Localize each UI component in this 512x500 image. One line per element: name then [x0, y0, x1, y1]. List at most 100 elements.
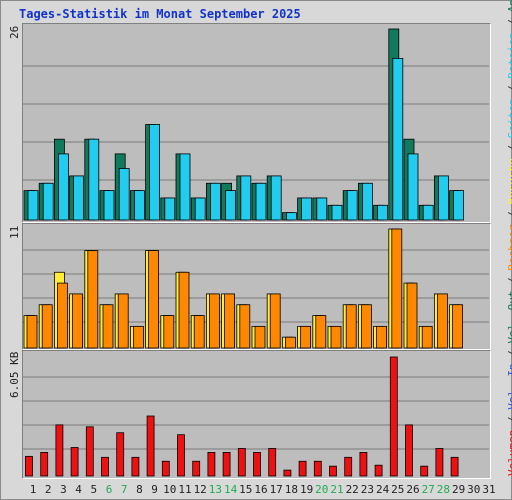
- chart-title: Tages-Statistik im Monat September 2025: [19, 7, 301, 21]
- x-tick-label-14: 14: [224, 483, 238, 496]
- dateien-bar-day-15: [240, 175, 252, 221]
- x-tick-label-4: 4: [75, 483, 82, 496]
- dateien-bar-day-10: [164, 197, 176, 221]
- dateien-bar-day-17: [270, 175, 282, 221]
- volumen-bar-day-10: [161, 460, 170, 477]
- legend-seiten: Seiten: [506, 98, 512, 139]
- legend-vol-in: Vol. In: [506, 363, 512, 410]
- volumen-bar-day-24: [374, 464, 383, 477]
- x-tick-label-30: 30: [467, 483, 480, 496]
- dateien-bar-day-13: [209, 182, 221, 221]
- x-tick-label-18: 18: [285, 483, 298, 496]
- dateien-bar-day-12: [194, 197, 206, 221]
- x-tick-label-16: 16: [254, 483, 267, 496]
- rechner-bar-day-19: [300, 325, 312, 349]
- x-tick-label-23: 23: [361, 483, 374, 496]
- x-tick-label-22: 22: [346, 483, 359, 496]
- x-tick-label-28: 28: [437, 483, 450, 496]
- volumen-bar-day-3: [55, 424, 64, 477]
- dateien-bar-day-23: [361, 182, 373, 221]
- dateien-bar-day-2: [42, 182, 54, 221]
- dateien-bar-day-19: [301, 197, 313, 221]
- volumen-bar-day-14: [222, 451, 231, 477]
- x-tick-label-24: 24: [376, 483, 390, 496]
- rechner-bar-day-2: [41, 304, 53, 349]
- volumen-bar-day-6: [101, 456, 109, 477]
- x-tick-label-12: 12: [194, 483, 207, 496]
- rechner-bar-day-25: [391, 228, 403, 349]
- dateien-bar-day-3: [58, 153, 69, 221]
- volumen-bar-day-9: [146, 415, 155, 477]
- rechner-bar-day-4: [72, 293, 83, 349]
- x-tick-label-15: 15: [239, 483, 252, 496]
- volumen-bar-day-20: [313, 460, 322, 477]
- rechner-bar-day-6: [102, 304, 114, 349]
- dateien-bar-day-20: [316, 197, 328, 221]
- x-tick-label-29: 29: [452, 483, 465, 496]
- volumen-bar-day-15: [237, 448, 246, 477]
- x-tick-label-11: 11: [178, 483, 191, 496]
- dateien-bar-day-24: [377, 204, 389, 221]
- volumen-bar-day-7: [116, 432, 125, 477]
- rechner-bar-day-28: [436, 293, 448, 349]
- volumen-bar-day-27: [420, 465, 429, 477]
- dateien-bar-day-4: [73, 175, 84, 221]
- legend-vol-out: Vol. Out: [506, 290, 512, 344]
- rechner-bar-day-26: [406, 282, 418, 349]
- rechner-bar-day-10: [163, 315, 175, 349]
- legend-dateien: Dateien: [506, 32, 512, 79]
- volumen-bar-day-18: [283, 469, 292, 477]
- rechner-bar-day-21: [330, 325, 342, 349]
- x-tick-label-7: 7: [121, 483, 128, 496]
- rechner-bar-day-5: [87, 250, 99, 349]
- rechner-bar-day-16: [254, 325, 266, 349]
- volumen-bar-day-13: [207, 451, 216, 477]
- dateien-bar-day-6: [103, 190, 115, 221]
- volumen-bar-day-11: [177, 434, 185, 477]
- dateien-bar-day-25: [392, 57, 404, 221]
- volumen-bar-day-19: [298, 460, 307, 477]
- rechner-bar-day-7: [117, 293, 129, 349]
- rechner-bar-day-9: [148, 250, 160, 349]
- volumen-bar-day-12: [192, 460, 201, 477]
- volumen-bar-day-21: [329, 465, 337, 477]
- dateien-bar-day-11: [179, 153, 191, 221]
- x-tick-label-1: 1: [30, 483, 37, 496]
- volumen-bar-day-17: [268, 448, 277, 477]
- rechner-bar-day-27: [421, 325, 433, 349]
- volumen-bar-day-29: [450, 456, 459, 477]
- rechner-bar-day-15: [239, 304, 251, 349]
- dateien-bar-day-29: [453, 190, 465, 221]
- dateien-bar-day-5: [88, 138, 100, 221]
- x-tick-label-20: 20: [315, 483, 328, 496]
- dateien-bar-day-14: [225, 190, 237, 221]
- rechner-bar-day-1: [26, 315, 38, 349]
- volumen-bar-day-26: [405, 424, 413, 477]
- x-tick-label-10: 10: [163, 483, 176, 496]
- legend-rechner: Rechner: [506, 224, 512, 271]
- rechner-bar-day-12: [193, 315, 205, 349]
- legend-separator: /: [506, 204, 512, 224]
- rechner-bar-day-24: [376, 325, 388, 349]
- volumen-bar-day-28: [435, 448, 444, 477]
- legend-volumen: Volumen: [506, 429, 512, 476]
- volumen-bar-day-4: [70, 447, 79, 477]
- legend-separator: /: [506, 344, 512, 364]
- legend-separator: /: [506, 12, 512, 32]
- dateien-bar-day-1: [27, 190, 39, 221]
- legend-anfragen: Anfragen: [506, 0, 512, 12]
- volumen-bar-day-2: [40, 451, 49, 477]
- x-tick-label-21: 21: [330, 483, 343, 496]
- rechner-bar-day-17: [269, 293, 281, 349]
- dateien-bar-day-22: [346, 190, 358, 221]
- volumen-bar-day-1: [25, 455, 33, 477]
- dateien-bar-day-8: [133, 190, 145, 221]
- volumen-bar-day-8: [131, 456, 140, 477]
- dateien-bar-day-16: [255, 182, 267, 221]
- x-tick-label-27: 27: [422, 483, 435, 496]
- dateien-bar-day-26: [407, 153, 419, 221]
- right-legend: Volumen / Vol. In / Vol. Out / Rechner /…: [506, 0, 512, 476]
- dateien-bar-day-28: [437, 175, 449, 221]
- x-tick-label-25: 25: [391, 483, 404, 496]
